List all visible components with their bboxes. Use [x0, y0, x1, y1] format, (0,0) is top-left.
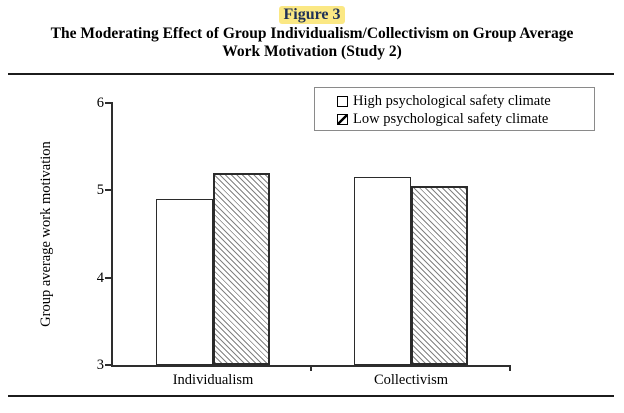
y-axis-line — [111, 102, 113, 367]
legend-item-high-psc: High psychological safety climate — [337, 92, 594, 110]
figure-title-line2: Work Motivation (Study 2) — [222, 43, 402, 60]
legend-item-low-psc: Low psychological safety climate — [337, 110, 594, 128]
hatched-bar-swatch-icon — [337, 113, 348, 125]
y-tick-mark-3 — [105, 364, 113, 366]
y-tick-label-5: 5 — [96, 182, 104, 199]
legend-label-high-psc: High psychological safety climate — [353, 92, 551, 109]
bottom-divider — [8, 395, 614, 397]
x-tick-label-individualism: Individualism — [172, 372, 254, 388]
y-tick-mark-6 — [105, 102, 113, 104]
x-tick-mark-2 — [509, 367, 511, 371]
x-tick-label-collectivism: Collectivism — [373, 372, 449, 388]
x-axis-line — [111, 365, 511, 367]
y-tick-label-6: 6 — [96, 95, 104, 111]
x-tick-mark-1 — [309, 367, 312, 371]
bar-collectivism-low-psc — [411, 185, 468, 365]
top-divider — [8, 73, 614, 75]
figure-number-label: Figure 3 — [279, 6, 345, 24]
white-bar-swatch-icon — [337, 95, 348, 107]
bar-individualism-low-psc — [213, 172, 270, 365]
y-tick-label-4: 4 — [96, 269, 104, 286]
bar-individualism-high-psc — [156, 199, 213, 365]
y-tick-label-3: 3 — [96, 357, 104, 373]
figure-number-row: Figure 3 — [0, 6, 624, 24]
y-tick-mark-5 — [105, 189, 113, 192]
figure-title-line1: The Moderating Effect of Group Individua… — [50, 25, 574, 42]
y-axis-title: Group average work motivation — [38, 141, 54, 327]
chart-legend: High psychological safety climate Low ps… — [314, 87, 595, 131]
y-tick-mark-4 — [105, 276, 113, 279]
legend-label-low-psc: Low psychological safety climate — [353, 110, 549, 127]
bar-collectivism-high-psc — [354, 177, 411, 365]
